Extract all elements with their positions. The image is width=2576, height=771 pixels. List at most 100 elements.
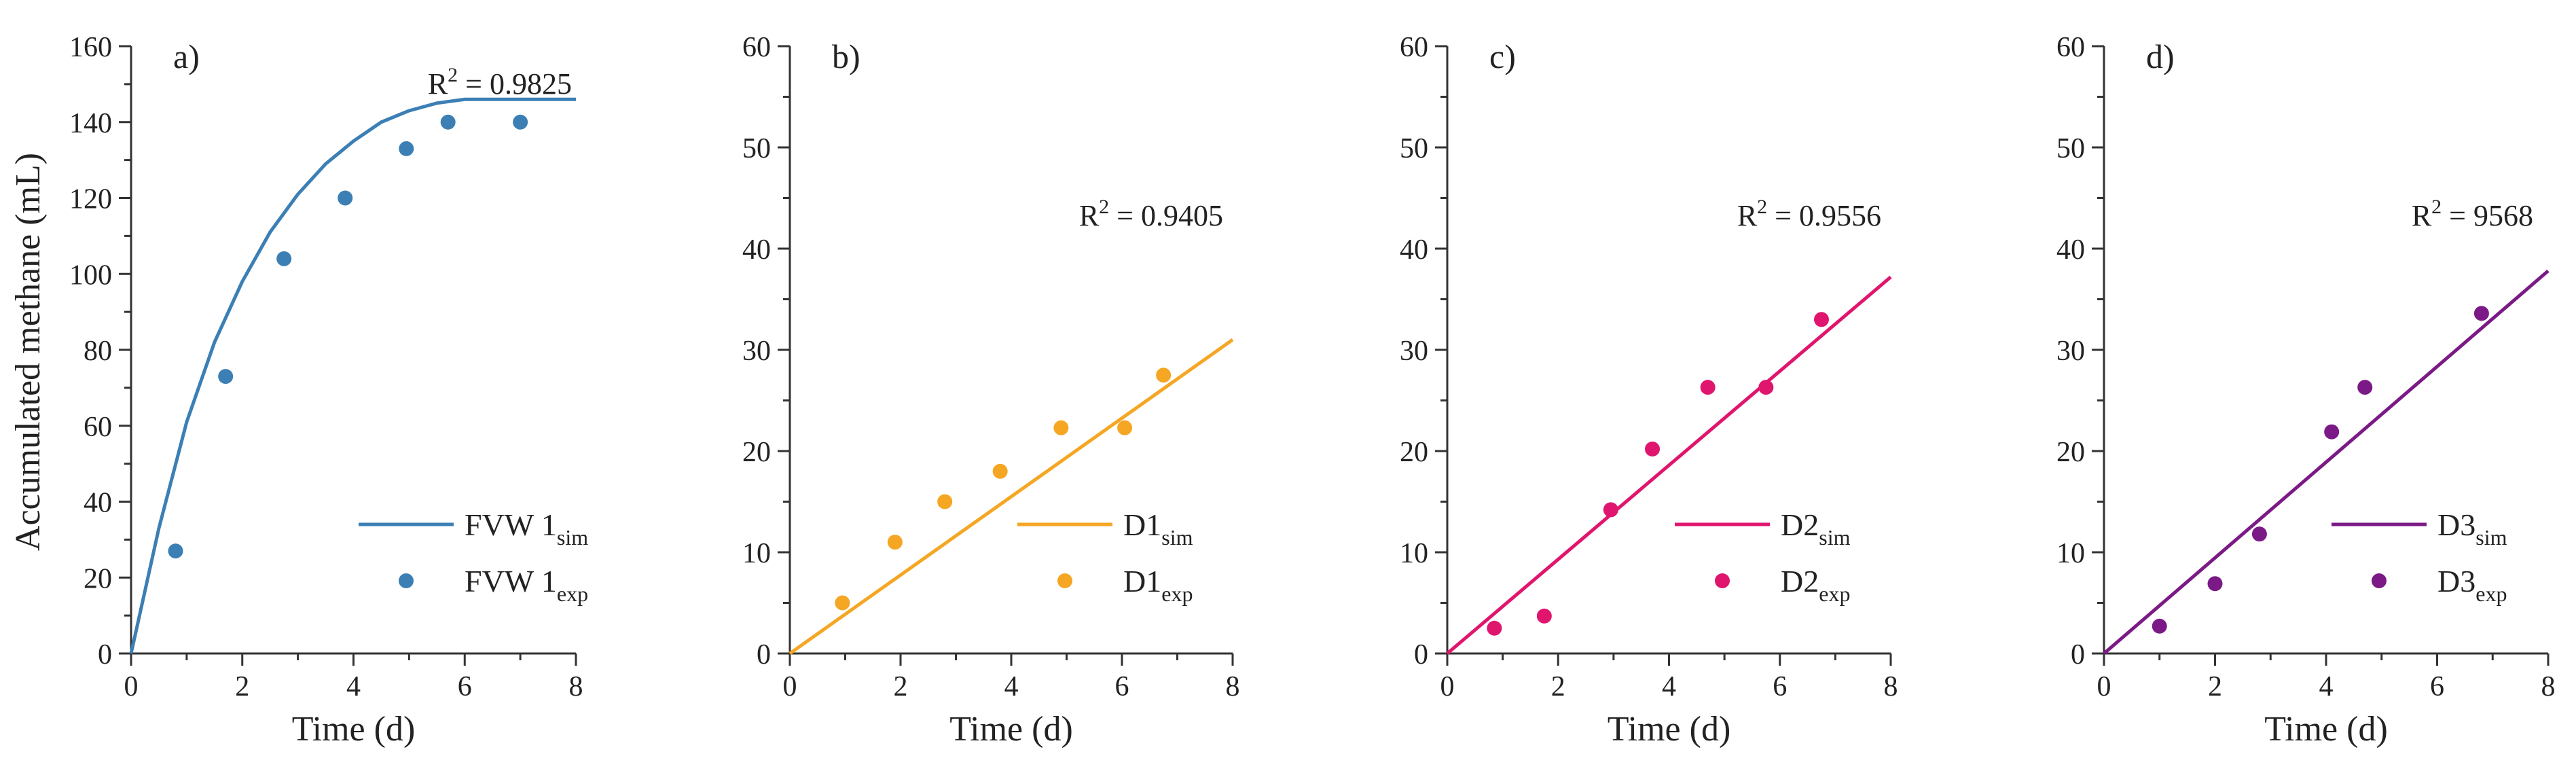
y-tick-label: 50 — [742, 133, 771, 164]
legend-exp-label: D2exp — [1781, 564, 1850, 606]
x-tick-label: 4 — [346, 671, 361, 702]
x-tick-label: 0 — [1440, 671, 1455, 702]
y-tick-label: 140 — [69, 108, 112, 139]
x-tick-label: 2 — [894, 671, 908, 702]
chart-panel-3: 0 10 20 30 40 50 60 0 2 4 6 8 Time (d) c) R2 = 0.9556 D… — [1400, 32, 1898, 749]
y-tick-label: 80 — [84, 336, 112, 367]
y-tick-label: 10 — [2056, 538, 2085, 569]
legend-sim-label: FVW 1sim — [465, 507, 588, 550]
x-tick-label: 4 — [1004, 671, 1019, 702]
y-tick-label: 120 — [69, 184, 112, 215]
exp-data-point — [218, 369, 234, 384]
y-tick-label: 20 — [84, 563, 112, 594]
y-tick-label: 20 — [2056, 437, 2085, 468]
y-tick-label: 40 — [1400, 234, 1428, 266]
y-tick-label: 30 — [1400, 336, 1428, 367]
x-tick-label: 6 — [1773, 671, 1787, 702]
exp-data-point — [2207, 576, 2223, 592]
panel-label: c) — [1489, 37, 1516, 75]
exp-data-point — [2324, 424, 2340, 440]
exp-data-point — [338, 190, 353, 206]
x-tick-label: 8 — [1226, 671, 1240, 702]
x-tick-label: 0 — [2097, 671, 2111, 702]
y-tick-label: 0 — [757, 639, 771, 670]
legend-sim-label: D3sim — [2437, 507, 2507, 550]
r-squared-annotation: R2 = 0.9405 — [1079, 196, 1223, 232]
x-axis-label: Time (d) — [949, 710, 1073, 749]
sim-series-line — [2103, 269, 2550, 655]
legend-sim-label: D1sim — [1123, 507, 1193, 550]
legend-exp-label: D3exp — [2437, 564, 2507, 606]
y-tick-label: 40 — [84, 488, 112, 519]
y-tick-label: 60 — [2056, 32, 2085, 63]
exp-data-point — [1700, 380, 1716, 395]
x-tick-label: 2 — [1551, 671, 1565, 702]
y-tick-label: 60 — [1400, 32, 1428, 63]
exp-data-point — [2251, 526, 2267, 542]
y-tick-label: 30 — [742, 336, 771, 367]
x-axis-label: Time (d) — [1608, 710, 1731, 749]
exp-data-point — [1603, 502, 1618, 518]
y-tick-label: 100 — [69, 259, 112, 291]
exp-data-point — [2357, 380, 2373, 395]
exp-data-point — [276, 251, 292, 266]
exp-data-point — [2152, 618, 2167, 634]
y-tick-label: 60 — [742, 32, 771, 63]
x-tick-label: 4 — [2319, 671, 2334, 702]
sim-series-line — [129, 97, 576, 654]
r-squared-annotation: R2 = 0.9556 — [1737, 196, 1881, 232]
exp-data-point — [992, 463, 1008, 479]
y-tick-label: 40 — [742, 234, 771, 266]
sim-series-line — [1446, 275, 1892, 655]
panel-label: a) — [173, 37, 200, 75]
chart-panel-2: 0 10 20 30 40 50 60 0 2 4 6 8 Time (d) b) R2 = 0.9405 D… — [742, 32, 1240, 749]
exp-data-point — [887, 535, 903, 550]
y-tick-label: 20 — [742, 437, 771, 468]
y-tick-label: 0 — [2071, 639, 2085, 670]
exp-data-point — [1536, 608, 1552, 624]
x-tick-label: 2 — [2208, 671, 2222, 702]
exp-data-point — [399, 141, 414, 156]
exp-data-point — [1758, 380, 1774, 395]
sim-series-line — [788, 338, 1234, 656]
x-axis-label: Time (d) — [292, 710, 416, 749]
panel-label: d) — [2146, 37, 2175, 75]
figure-y-axis-label: Accumulated methane (mL) — [9, 153, 48, 551]
exp-data-point — [1117, 420, 1133, 435]
x-tick-label: 6 — [458, 671, 472, 702]
exp-data-point — [1487, 620, 1502, 636]
legend-exp-swatch — [399, 573, 414, 588]
y-tick-label: 0 — [98, 639, 112, 670]
x-tick-label: 0 — [124, 671, 139, 702]
y-tick-label: 60 — [84, 412, 112, 443]
exp-data-point — [513, 114, 528, 130]
y-tick-label: 50 — [1400, 133, 1428, 164]
exp-data-point — [1813, 312, 1829, 327]
x-tick-label: 8 — [2541, 671, 2556, 702]
y-tick-label: 0 — [1414, 639, 1428, 670]
r-squared-annotation: R2 = 9568 — [2412, 196, 2533, 232]
x-axis-label: Time (d) — [2264, 710, 2388, 749]
legend-sim-label: D2sim — [1781, 507, 1851, 550]
legend-exp-swatch — [2372, 573, 2387, 588]
legend-exp-swatch — [1715, 573, 1730, 588]
y-tick-label: 30 — [2056, 336, 2085, 367]
y-tick-label: 10 — [1400, 538, 1428, 569]
y-tick-label: 50 — [2056, 133, 2085, 164]
x-tick-label: 6 — [2430, 671, 2444, 702]
x-tick-label: 8 — [1884, 671, 1898, 702]
x-tick-label: 8 — [569, 671, 583, 702]
exp-data-point — [835, 595, 850, 611]
exp-data-point — [1645, 442, 1661, 457]
y-tick-label: 20 — [1400, 437, 1428, 468]
legend-exp-label: FVW 1exp — [465, 564, 588, 606]
y-tick-label: 160 — [69, 32, 112, 63]
exp-data-point — [1156, 367, 1172, 383]
panel-label: b) — [832, 37, 860, 75]
y-tick-label: 10 — [742, 538, 771, 569]
legend-exp-label: D1exp — [1123, 564, 1193, 606]
exp-data-point — [937, 494, 953, 509]
legend-exp-swatch — [1057, 573, 1072, 588]
exp-data-point — [168, 543, 183, 559]
exp-data-point — [2473, 306, 2489, 321]
